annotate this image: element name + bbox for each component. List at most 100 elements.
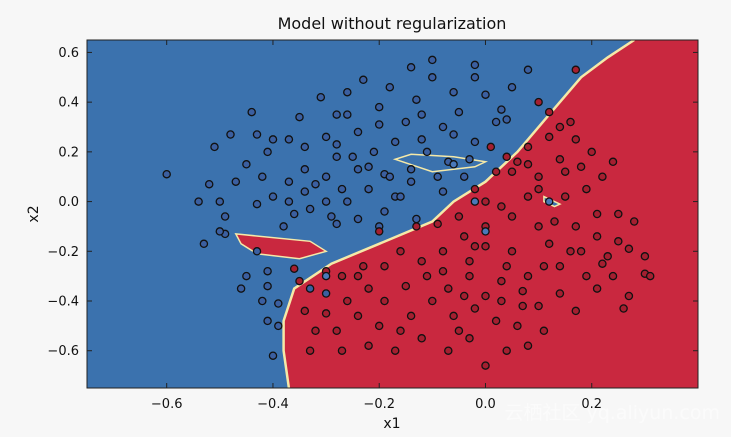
data-point — [481, 361, 490, 370]
data-point — [305, 204, 315, 214]
data-point — [194, 197, 203, 206]
data-point — [470, 73, 480, 82]
data-point — [481, 90, 490, 99]
data-point — [353, 311, 363, 321]
data-point — [353, 271, 363, 281]
blue-spike-region — [392, 153, 489, 173]
data-point — [210, 142, 219, 152]
data-point — [433, 219, 442, 229]
data-point — [263, 266, 272, 276]
data-point — [598, 259, 607, 268]
data-point — [645, 271, 655, 281]
data-point — [305, 284, 315, 293]
data-point — [497, 202, 506, 211]
data-point — [459, 232, 469, 241]
data-point — [444, 284, 453, 293]
decision-regions — [87, 40, 698, 388]
data-point — [359, 261, 368, 271]
data-point — [438, 247, 448, 256]
data-point — [459, 291, 469, 301]
data-point — [544, 239, 554, 249]
data-point — [555, 261, 565, 271]
data-point — [332, 110, 341, 119]
data-point — [353, 214, 363, 224]
y-tick-label: −0.4 — [47, 295, 79, 310]
data-point — [592, 284, 602, 293]
data-point — [550, 217, 559, 226]
data-point — [321, 197, 331, 206]
data-point — [406, 177, 416, 186]
x-tick-label: −0.6 — [151, 397, 183, 412]
data-point — [332, 140, 341, 149]
data-point — [582, 184, 591, 194]
data-point — [396, 247, 405, 256]
y-tick-label: 0.6 — [58, 46, 79, 61]
data-point — [364, 284, 373, 293]
data-point — [470, 137, 480, 147]
data-point — [608, 157, 618, 167]
data-point — [523, 192, 533, 201]
data-point — [507, 167, 517, 176]
data-point — [544, 197, 554, 206]
data-point — [481, 242, 490, 251]
data-point — [231, 177, 241, 186]
data-point — [560, 192, 570, 201]
data-point — [311, 326, 320, 336]
data-point — [300, 306, 310, 316]
y-tick-label: −0.6 — [47, 344, 79, 359]
data-point — [470, 60, 480, 70]
data-point — [502, 115, 511, 124]
data-points — [162, 55, 655, 370]
data-point — [470, 242, 480, 251]
data-point — [374, 227, 384, 236]
data-point — [364, 341, 373, 350]
data-point — [465, 155, 474, 164]
data-point — [614, 237, 623, 246]
data-point — [274, 299, 283, 308]
data-point — [263, 147, 272, 157]
data-point — [300, 165, 310, 174]
data-point — [359, 75, 368, 85]
data-point — [433, 172, 442, 181]
data-point — [258, 296, 267, 306]
data-point — [459, 172, 469, 181]
x-axis-ticks: −0.6 −0.4 −0.2 0.0 0.2 — [151, 40, 602, 412]
data-point — [481, 197, 490, 206]
data-point — [284, 177, 294, 186]
data-point — [268, 351, 278, 360]
data-point — [226, 130, 235, 139]
data-point — [513, 157, 522, 167]
data-point — [417, 110, 426, 119]
data-point — [624, 291, 634, 301]
x-tick-label: 0.0 — [475, 397, 496, 412]
data-point — [513, 321, 522, 331]
data-point — [523, 341, 533, 350]
data-point — [598, 172, 607, 181]
data-point — [491, 316, 501, 326]
data-point — [566, 247, 575, 256]
data-point — [502, 346, 511, 355]
data-point — [491, 167, 501, 176]
data-point — [337, 271, 347, 281]
data-point — [571, 222, 581, 231]
data-point — [555, 289, 565, 298]
data-point — [321, 309, 331, 318]
x-axis-label: x1 — [383, 416, 400, 432]
data-point — [523, 65, 533, 75]
data-point — [332, 326, 341, 336]
data-point — [300, 187, 310, 196]
data-point — [534, 222, 543, 231]
data-point — [343, 197, 352, 206]
data-point — [603, 252, 612, 261]
data-point — [316, 92, 326, 102]
data-point — [396, 326, 405, 336]
data-point — [454, 212, 464, 221]
data-point — [289, 264, 299, 273]
data-point — [449, 87, 458, 97]
data-point — [438, 187, 448, 196]
data-point — [252, 247, 262, 256]
data-point — [353, 165, 363, 174]
data-point — [592, 209, 602, 219]
data-point — [380, 261, 389, 271]
